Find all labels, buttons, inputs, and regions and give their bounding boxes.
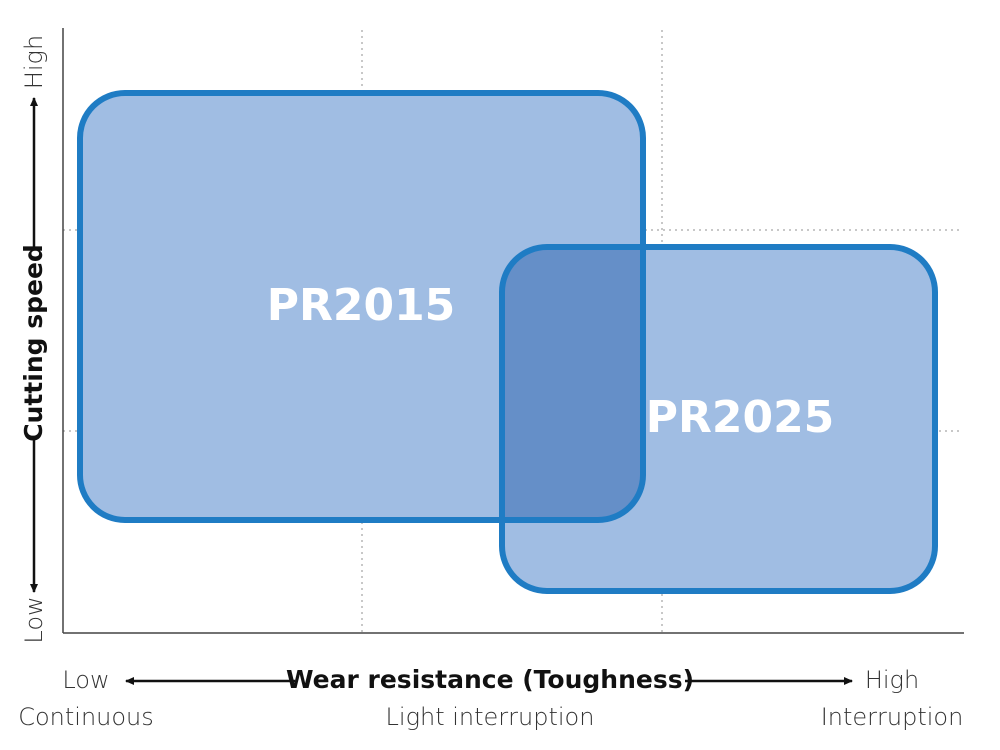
y-low-label: Low: [20, 596, 48, 643]
x-axis-title: Wear resistance (Toughness): [286, 665, 694, 694]
zone-label: Light interruption: [386, 703, 595, 731]
y-axis-title: Cutting speed: [19, 244, 48, 442]
zone-label: Continuous: [18, 703, 154, 731]
x-axis-legend: Low Wear resistance (Toughness) High Con…: [18, 665, 963, 731]
x-high-label: High: [865, 666, 919, 694]
region-outline: [499, 244, 938, 594]
zone-label: Interruption: [821, 703, 964, 731]
y-axis-legend: High Low Cutting speed: [19, 35, 48, 644]
region-outline: [77, 90, 646, 523]
region-label: PR2015: [267, 280, 456, 331]
region-label: PR2025: [646, 392, 835, 443]
region-overlap: [502, 247, 643, 520]
x-low-label: Low: [62, 666, 109, 694]
y-high-label: High: [20, 35, 48, 89]
